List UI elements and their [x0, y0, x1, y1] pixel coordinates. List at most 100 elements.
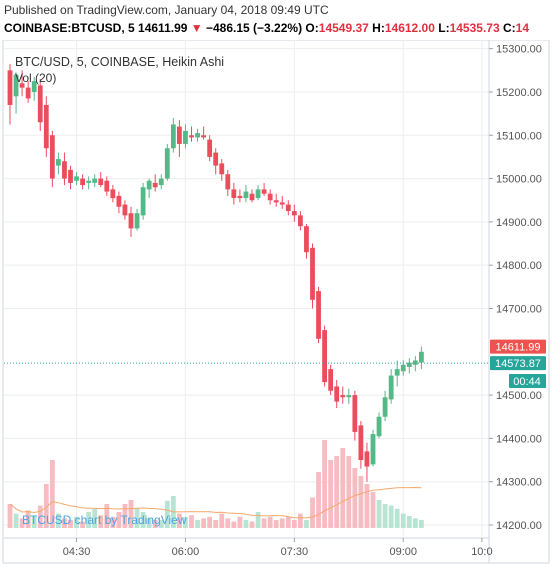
volume-bar: [243, 520, 249, 528]
candle-body: [382, 397, 388, 417]
candle-body: [291, 211, 297, 216]
volume-bar: [237, 516, 243, 528]
volume-bar: [213, 520, 219, 528]
candle-body: [98, 178, 104, 186]
candle-body: [346, 395, 352, 398]
candle-body: [231, 189, 237, 199]
candle-body: [158, 178, 164, 186]
volume-bar: [98, 515, 104, 528]
volume-bar: [376, 500, 382, 528]
candle-body: [340, 395, 346, 398]
candle-body: [68, 169, 73, 183]
candle-body: [304, 226, 309, 253]
volume-label: Vol (20): [15, 71, 56, 85]
candle-body: [122, 204, 128, 216]
candle-body: [219, 163, 225, 175]
chart-title: BTC/USD, 5, COINBASE, Heikin Ashi: [15, 55, 224, 69]
volume-bar: [255, 512, 261, 528]
volume-bar: [358, 476, 364, 528]
candle-body: [334, 386, 340, 402]
volume-bar: [298, 513, 303, 528]
y-tick-label: 15000.00: [496, 174, 542, 186]
candle-body: [170, 124, 176, 149]
volume-bar: [201, 518, 206, 528]
y-tick-label: 15300.00: [496, 44, 542, 56]
price-axis[interactable]: 15300.00 15200.00 15100.00 15000.00 14900.00…: [489, 44, 542, 532]
candle-body: [140, 187, 146, 216]
volume-bar: [334, 456, 340, 528]
candle-body: [183, 130, 188, 144]
volume-bar: [285, 516, 291, 528]
candle-body: [358, 425, 364, 461]
volume-bar: [146, 518, 152, 528]
open-value: 14549.37: [318, 21, 369, 35]
volume-bar: [158, 520, 164, 528]
candle-body: [25, 87, 31, 99]
volume-bar: [62, 518, 67, 528]
candle-body: [400, 364, 406, 372]
candle-body: [316, 291, 321, 339]
candle-body: [80, 178, 85, 186]
candle-body: [31, 81, 37, 92]
published-line: Published on TradingView.com, January 04…: [4, 3, 329, 17]
candle-body: [134, 213, 140, 229]
y-tick-label: 14200.00: [496, 520, 542, 532]
volume-bar: [164, 500, 170, 528]
volume-bar: [152, 520, 158, 528]
volume-bar: [25, 510, 31, 528]
candle-body: [56, 159, 61, 166]
candle-body: [394, 369, 400, 376]
volume-bar: [116, 512, 122, 528]
volume-bar: [68, 520, 73, 528]
y-tick-label: 14900.00: [496, 217, 542, 229]
volume-bar: [364, 484, 370, 528]
volume-bar: [304, 520, 309, 528]
open-label: O:: [305, 21, 319, 35]
chart-frame[interactable]: 15300.00 15200.00 15100.00 15000.00 14900.00…: [0, 40, 552, 566]
candles: [7, 63, 424, 482]
close-label: C:: [502, 21, 516, 35]
candle-body: [267, 193, 273, 201]
x-tick-label: 04:30: [63, 546, 91, 558]
volume-bar: [400, 513, 406, 528]
close-value: 14: [515, 21, 530, 35]
y-tick-label: 15200.00: [496, 87, 542, 99]
volume-bar: [31, 516, 37, 528]
last-price: 14611.99: [138, 21, 188, 35]
candle-body: [310, 247, 315, 300]
candle-body: [49, 135, 55, 179]
volume-bar: [13, 513, 19, 528]
volume-bars: [7, 440, 424, 528]
symbol-line: COINBASE:BTCUSD, 5 14611.99 ▼ −486.15 (−…: [4, 21, 529, 35]
candle-body: [189, 135, 194, 138]
volume-bar: [231, 521, 237, 528]
x-tick-label: 10:0: [471, 546, 492, 558]
low-label: L:: [438, 21, 450, 35]
chart-border: [2, 40, 550, 564]
volume-bar: [382, 504, 388, 528]
volume-bar: [92, 508, 98, 528]
candle-body: [370, 434, 376, 465]
candle-body: [164, 148, 170, 179]
time-axis[interactable]: 04:30 06:00 07:30 09:00 10:0: [63, 538, 493, 558]
candle-body: [261, 189, 267, 194]
symbol-label: COINBASE:BTCUSD, 5: [4, 21, 135, 35]
volume-bar: [346, 456, 352, 528]
watermark[interactable]: BTCUSD chart by TradingView: [22, 513, 187, 527]
y-tick-label: 14700.00: [496, 303, 542, 315]
candle-body: [225, 174, 231, 190]
volume-bar: [412, 518, 418, 528]
candle-body: [273, 200, 279, 203]
volume-bar: [388, 505, 394, 528]
candle-body: [298, 215, 303, 227]
volume-bar: [316, 472, 321, 528]
candle-body: [237, 195, 243, 199]
volume-bar: [394, 508, 400, 528]
x-tick-label: 09:00: [389, 546, 417, 558]
volume-bar: [86, 512, 92, 528]
candle-body: [92, 178, 98, 183]
volume-bar: [370, 492, 376, 528]
svg-text:14573.87: 14573.87: [495, 358, 541, 370]
volume-bar: [104, 504, 110, 528]
candle-body: [249, 193, 255, 201]
